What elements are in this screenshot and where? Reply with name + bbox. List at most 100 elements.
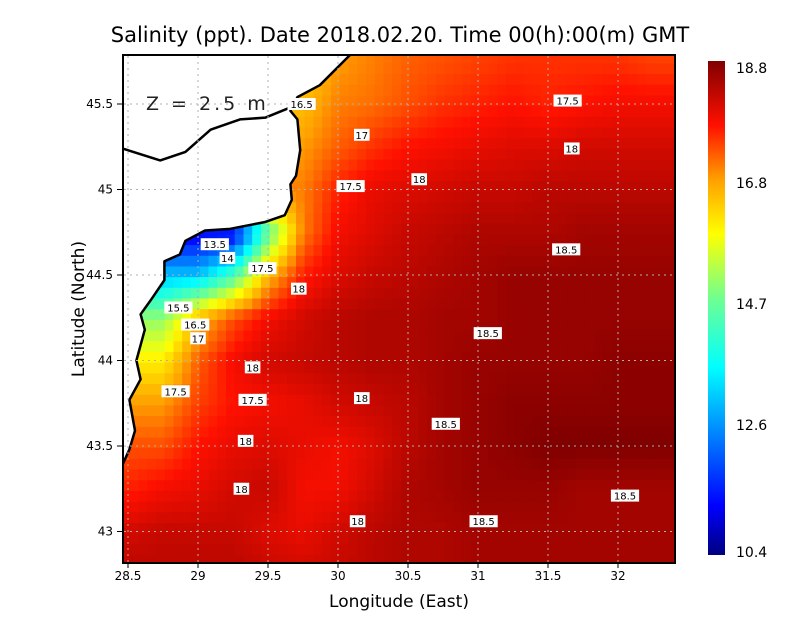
- salinity-cell: [244, 566, 253, 577]
- salinity-cell: [427, 95, 437, 107]
- salinity-cell: [567, 555, 577, 563]
- salinity-cell: [401, 95, 411, 107]
- salinity-cell: [182, 287, 192, 300]
- salinity-cell: [462, 223, 472, 235]
- salinity-cell: [331, 223, 341, 235]
- salinity-cell: [558, 490, 568, 503]
- salinity-cell: [173, 341, 183, 353]
- salinity-cell: [637, 55, 647, 64]
- salinity-cell: [532, 148, 542, 161]
- salinity-cell: [479, 63, 489, 75]
- salinity-cell: [611, 95, 621, 107]
- salinity-cell: [304, 544, 314, 556]
- salinity-cell: [628, 127, 638, 139]
- salinity-cell: [339, 512, 349, 524]
- salinity-cell: [339, 127, 349, 139]
- salinity-cell: [269, 405, 279, 417]
- salinity-cell: [147, 373, 157, 385]
- salinity-cell: [558, 74, 568, 86]
- salinity-cell: [506, 394, 516, 406]
- salinity-cell: [436, 490, 446, 503]
- salinity-cell: [173, 287, 183, 300]
- salinity-cell: [646, 277, 656, 289]
- contour-label-bg: [411, 173, 427, 186]
- salinity-cell: [506, 426, 516, 439]
- salinity-cell: [427, 84, 437, 97]
- salinity-cell: [497, 490, 507, 503]
- salinity-cell: [418, 405, 428, 417]
- salinity-cell: [418, 373, 428, 385]
- salinity-cell: [182, 490, 192, 503]
- salinity-cell: [269, 469, 279, 481]
- salinity-cell: [374, 373, 384, 385]
- salinity-cell: [576, 416, 586, 428]
- salinity-cell: [514, 255, 524, 268]
- salinity-cell: [471, 116, 481, 129]
- salinity-cell: [646, 84, 656, 97]
- salinity-cell: [313, 448, 323, 460]
- salinity-cell: [191, 245, 201, 257]
- salinity-cell: [436, 181, 446, 193]
- salinity-cell: [541, 330, 551, 342]
- salinity-cell: [541, 63, 551, 75]
- salinity-cell: [646, 245, 656, 257]
- salinity-cell: [532, 437, 542, 449]
- salinity-cell: [628, 266, 638, 278]
- salinity-cell: [471, 490, 481, 503]
- salinity-cell: [261, 512, 271, 524]
- salinity-cell: [252, 341, 262, 353]
- salinity-cell: [191, 266, 201, 278]
- salinity-cell: [392, 245, 402, 257]
- salinity-cell: [453, 266, 463, 278]
- salinity-cell: [523, 341, 533, 353]
- salinity-cell: [383, 523, 393, 535]
- salinity-cell: [366, 437, 376, 449]
- salinity-cell: [392, 469, 402, 481]
- salinity-cell: [304, 127, 314, 139]
- contour-label: 18.5: [477, 329, 499, 340]
- salinity-cell: [322, 170, 332, 182]
- salinity-cell: [261, 373, 271, 385]
- salinity-cell: [409, 512, 419, 524]
- salinity-cell: [672, 501, 675, 513]
- salinity-cell: [628, 362, 638, 374]
- salinity-cell: [444, 319, 454, 332]
- salinity-cell: [576, 127, 586, 139]
- salinity-cell: [576, 330, 586, 342]
- salinity-cell: [479, 181, 489, 193]
- salinity-cell: [164, 533, 174, 545]
- salinity-cell: [506, 405, 516, 417]
- salinity-cell: [471, 127, 481, 139]
- salinity-cell: [313, 437, 323, 449]
- salinity-cell: [628, 245, 638, 257]
- salinity-cell: [261, 287, 271, 300]
- salinity-cell: [296, 458, 306, 471]
- salinity-cell: [156, 469, 166, 481]
- salinity-cell: [173, 362, 183, 374]
- salinity-cell: [418, 437, 428, 449]
- salinity-cell: [576, 159, 586, 171]
- salinity-cell: [628, 181, 638, 193]
- salinity-cell: [462, 191, 472, 203]
- salinity-cell: [173, 352, 183, 364]
- salinity-cell: [348, 127, 358, 139]
- salinity-cell: [444, 544, 454, 556]
- salinity-cell: [173, 490, 183, 503]
- salinity-cell: [129, 555, 139, 563]
- salinity-cell: [576, 255, 586, 268]
- salinity-cell: [366, 191, 376, 203]
- salinity-cell: [269, 341, 279, 353]
- salinity-cell: [558, 255, 568, 268]
- salinity-cell: [602, 255, 612, 268]
- salinity-cell: [663, 127, 673, 139]
- salinity-cell: [523, 159, 533, 171]
- salinity-cell: [497, 148, 507, 161]
- salinity-cell: [199, 437, 209, 449]
- salinity-cell: [532, 213, 542, 225]
- salinity-cell: [401, 298, 411, 310]
- salinity-cell: [654, 319, 665, 332]
- contour-label-bg: [354, 128, 370, 141]
- salinity-cell: [129, 437, 139, 449]
- salinity-cell: [164, 512, 174, 524]
- salinity-cell: [409, 298, 419, 310]
